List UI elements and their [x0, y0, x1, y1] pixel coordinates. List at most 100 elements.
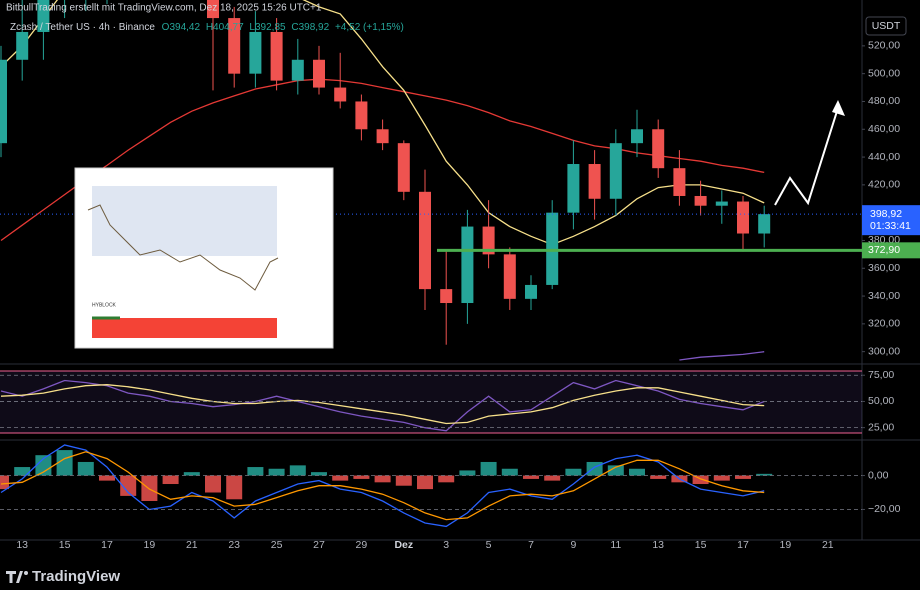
- histogram-bar: [141, 475, 158, 501]
- candle-body: [291, 59, 304, 81]
- x-tick-label: 27: [313, 539, 325, 551]
- candle-body: [334, 87, 347, 102]
- candle-body: [249, 31, 262, 74]
- x-tick-label: 9: [570, 539, 576, 551]
- histogram-bar: [289, 465, 306, 476]
- candle-body: [419, 191, 431, 290]
- candle-body: [228, 18, 241, 74]
- indicator-line: [0, 444, 765, 528]
- legend-high: H404,77: [206, 22, 244, 33]
- histogram-bar: [205, 475, 221, 493]
- candle-body: [376, 129, 389, 144]
- y-tick-label: 340,00: [868, 290, 900, 302]
- histogram-bar: [692, 475, 709, 485]
- y-tick-label: 75,00: [868, 369, 894, 381]
- countdown: 01:33:41: [870, 220, 911, 232]
- candle-body: [461, 226, 474, 304]
- indicator-line: [0, 0, 765, 246]
- x-tick-label: 15: [695, 539, 707, 551]
- candle-body: [737, 201, 749, 234]
- candle-body: [37, 0, 50, 32]
- histogram-bar: [459, 470, 476, 476]
- histogram-bar: [120, 475, 137, 496]
- histogram-bar: [756, 473, 773, 476]
- y-tick-label: 480,00: [868, 95, 900, 107]
- candle-body: [482, 226, 495, 255]
- x-tick-label: 5: [486, 539, 492, 551]
- x-tick-label: 7: [528, 539, 534, 551]
- histogram-bar: [247, 467, 264, 476]
- candle-body: [440, 289, 453, 304]
- y-tick-label: 420,00: [868, 179, 900, 191]
- candle-body: [546, 212, 559, 285]
- histogram-bar: [226, 475, 243, 500]
- candle-body: [588, 164, 601, 199]
- histogram-bar: [332, 475, 349, 481]
- candle-body: [694, 195, 707, 206]
- legend-low: L392,85: [249, 22, 286, 33]
- inset-screenshot: HYBLOCK: [74, 167, 334, 349]
- x-tick-label: 21: [822, 539, 834, 551]
- y-tick-label: 50,00: [868, 395, 894, 407]
- y-tick-label: 440,00: [868, 151, 900, 163]
- indicator-line: [0, 451, 765, 521]
- legend-change: +4,52 (+1,15%): [335, 22, 404, 33]
- x-tick-label: 29: [356, 539, 368, 551]
- symbol: Zcash / Tether US · 4h · Binance: [10, 22, 155, 33]
- indicator-line: [0, 379, 765, 432]
- histogram-bar: [607, 465, 624, 476]
- legend-open: O394,42: [162, 22, 201, 33]
- histogram-bar: [311, 472, 327, 476]
- x-tick-label: 19: [780, 539, 792, 551]
- footer-brand: TradingView: [32, 568, 120, 585]
- x-tick-label: 23: [228, 539, 240, 551]
- candle-body: [397, 143, 410, 192]
- footer-logo: [6, 571, 28, 583]
- currency-button[interactable]: [865, 16, 907, 36]
- histogram-bar: [56, 450, 73, 476]
- x-tick-label: 3: [443, 539, 449, 551]
- candle-body: [503, 254, 516, 299]
- x-tick-label: 19: [144, 539, 156, 551]
- histogram-bar: [183, 472, 200, 476]
- x-tick-label: 17: [101, 539, 113, 551]
- candle-body: [313, 59, 325, 88]
- x-tick-label: 25: [271, 539, 283, 551]
- histogram-bar: [586, 461, 603, 476]
- histogram-bar: [735, 475, 751, 479]
- candle-body: [758, 214, 771, 234]
- candle-body: [0, 59, 7, 144]
- y-tick-label: 520,00: [868, 40, 900, 52]
- y-tick-label: 360,00: [868, 262, 900, 274]
- y-tick-label: 25,00: [868, 421, 894, 433]
- histogram-bar: [713, 475, 730, 481]
- credit: BitbullTrading erstellt mit TradingView.…: [6, 3, 322, 14]
- histogram-bar: [162, 475, 179, 485]
- histogram-bar: [0, 475, 9, 490]
- candle-body: [609, 143, 622, 199]
- candle-body: [355, 101, 368, 130]
- last-price-tag: [862, 205, 920, 236]
- candle-body: [715, 201, 728, 206]
- svg-text:HYBLOCK: HYBLOCK: [92, 302, 117, 308]
- support-label: 372,90: [868, 244, 900, 256]
- candle-body: [567, 164, 580, 213]
- histogram-bar: [565, 468, 582, 476]
- histogram-bar: [629, 468, 645, 476]
- y-tick-label: 460,00: [868, 123, 900, 135]
- currency[interactable]: USDT: [872, 20, 901, 32]
- histogram-bar: [395, 475, 412, 486]
- x-tick-label: 13: [16, 539, 28, 551]
- legend-close: C398,92: [291, 22, 329, 33]
- candle-body: [673, 168, 686, 196]
- x-tick-label: 13: [652, 539, 664, 551]
- candle-body: [525, 284, 537, 299]
- candle-body: [631, 129, 643, 144]
- x-tick-label: 15: [59, 539, 71, 551]
- histogram-bar: [438, 475, 455, 483]
- histogram-bar: [99, 475, 115, 481]
- x-tick-label: 17: [737, 539, 749, 551]
- indicator-panes: [0, 379, 773, 528]
- x-tick-label: 11: [610, 539, 621, 551]
